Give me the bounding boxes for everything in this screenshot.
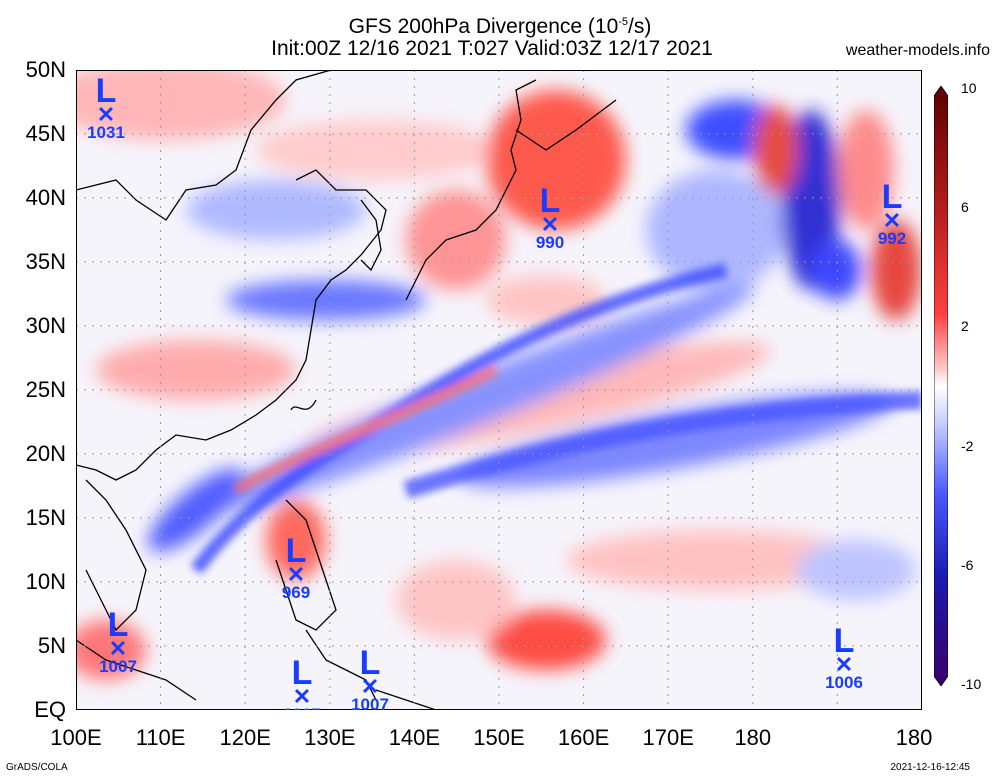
y-tick-label: 20N [25, 441, 66, 466]
init-valid-line: Init:00Z 12/16 2021 T:027 Valid:03Z 12/1… [271, 37, 713, 60]
footer-timestamp: 2021-12-16-12:45 [890, 762, 970, 773]
y-tick-label: 45N [25, 121, 66, 146]
footer-software: GrADS/COLA [6, 762, 68, 773]
y-tick-label: 50N [25, 57, 66, 82]
y-tick-label: 40N [25, 185, 66, 210]
x-tick-label: 100E [50, 725, 102, 750]
site-credit: weather-models.info [845, 42, 990, 59]
x-tick-label: 150E [473, 725, 525, 750]
y-tick-label: EQ [34, 697, 66, 722]
colorbar-label: -10 [961, 676, 982, 692]
chart-title: GFS 200hPa Divergence (10-5/s) [348, 15, 652, 38]
low-pressure-marker: L ✕ 969 [281, 532, 311, 602]
low-pressure-marker: L ✕ 992 [877, 178, 907, 248]
x-tick-label: 120E [219, 725, 271, 750]
low-pressure-marker: L ✕ 1031 [87, 72, 125, 142]
y-tick-label: 15N [25, 505, 66, 530]
x-tick-label: 170E [642, 725, 694, 750]
colorbar-label: -6 [961, 557, 974, 573]
y-tick-label: 30N [25, 313, 66, 338]
y-tick-label: 25N [25, 377, 66, 402]
low-pressure-marker: L✕1007 [283, 654, 321, 710]
x-tick-label: 160E [557, 725, 610, 750]
low-pressure-marker: L ✕ 990 [535, 182, 565, 252]
x-tick-label: 180 [895, 725, 933, 750]
colorbar-label: -2 [961, 438, 974, 454]
coastlines [76, 70, 617, 710]
low-pressure-marker: L ✕ 1006 [825, 622, 863, 692]
y-tick-label: 35N [25, 249, 66, 274]
colorbar-label: 6 [961, 199, 969, 215]
x-tick-label: 130E [304, 725, 356, 750]
divergence-map: L✕1031 L✕990 L✕992 L✕969 L✕1007 L✕1007 L… [76, 70, 922, 710]
colorbar-label: 10 [961, 80, 977, 96]
y-tick-label: 10N [25, 569, 66, 594]
low-pressure-marker: L✕1007 [351, 644, 389, 710]
x-tick-label: 110E [135, 725, 186, 750]
colorbar [934, 86, 948, 686]
y-tick-label: 5N [37, 633, 66, 658]
x-tick-label: 140E [388, 725, 441, 750]
x-tick-label: 180 [734, 725, 772, 750]
colorbar-label: 2 [961, 318, 969, 334]
low-pressure-marker: L✕1007 [99, 606, 137, 676]
